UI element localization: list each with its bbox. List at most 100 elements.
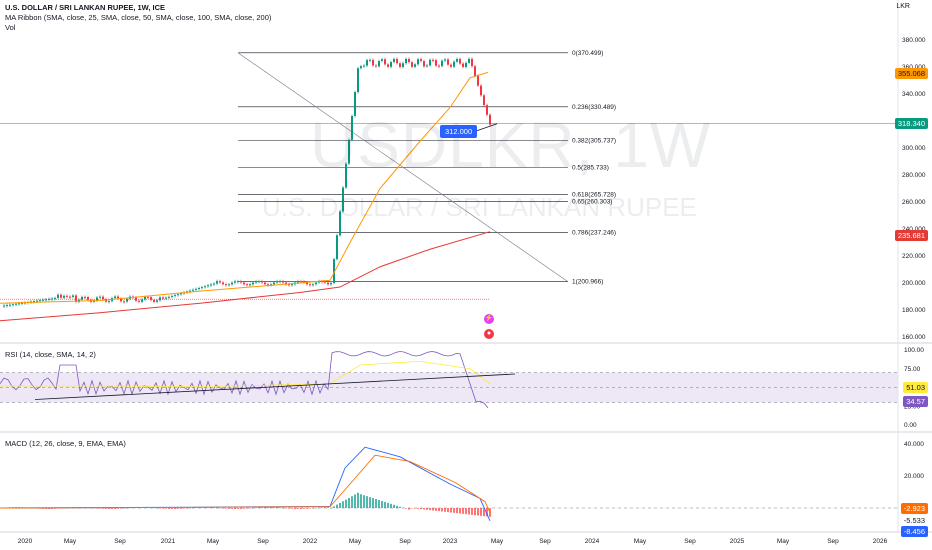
macd-legend[interactable]: MACD (12, 26, close, 9, EMA, EMA)	[5, 439, 126, 448]
macd-histogram-bar	[417, 508, 419, 509]
candle-body	[450, 64, 452, 67]
candle-body	[216, 281, 218, 284]
macd-histogram-bar	[321, 507, 323, 508]
price-axis-label: 260.000	[902, 199, 926, 206]
candle-body	[468, 58, 470, 63]
time-axis-label: 2022	[303, 538, 318, 545]
macd-histogram-bar	[372, 498, 374, 508]
ma-price-badge: 355.068	[894, 68, 928, 79]
macd-badge-c: -8.456	[900, 526, 928, 537]
candle-body	[396, 58, 398, 64]
macd-histogram-bar	[180, 508, 182, 509]
candle-body	[375, 65, 377, 67]
macd-histogram-bar	[291, 508, 293, 509]
macd-histogram-bar	[270, 507, 272, 508]
candle-body	[189, 290, 191, 292]
candle-body	[414, 64, 416, 67]
candle-body	[225, 284, 227, 286]
candle-body	[336, 235, 338, 260]
ma-ribbon-legend[interactable]: MA Ribbon (SMA, close, 25, SMA, close, 5…	[5, 13, 272, 22]
macd-histogram-bar	[483, 508, 485, 517]
macd-histogram-bar	[192, 507, 194, 509]
candle-body	[318, 281, 320, 283]
price-tag-label[interactable]: 312.000	[440, 125, 478, 138]
macd-histogram-bar	[408, 508, 410, 510]
time-axis-label: May	[207, 538, 220, 545]
lightning-icon[interactable]: ⚡	[484, 314, 494, 324]
macd-histogram-bar	[411, 508, 413, 509]
macd-histogram-bar	[420, 508, 422, 510]
candle-body	[246, 284, 248, 286]
candle-body	[213, 283, 215, 285]
candle-body	[459, 59, 461, 64]
macd-histogram-bar	[189, 507, 191, 509]
macd-histogram-bar	[114, 508, 116, 509]
flag-icon[interactable]: ●	[484, 329, 494, 339]
macd-histogram-bar	[216, 507, 218, 509]
candle-body	[453, 61, 455, 67]
macd-histogram-bar	[375, 499, 377, 508]
candle-body	[387, 64, 389, 67]
candle-body	[204, 286, 206, 288]
candle-body	[264, 282, 266, 285]
rsi-badge-b: 34.57	[903, 396, 928, 407]
candle-body	[357, 68, 359, 93]
candle-body	[438, 65, 440, 67]
candle-body	[165, 297, 167, 299]
macd-histogram-bar	[177, 508, 179, 509]
macd-histogram-bar	[348, 497, 350, 508]
macd-histogram-bar	[390, 503, 392, 508]
candle-body	[291, 284, 293, 286]
candle-body	[417, 59, 419, 65]
candle-body	[483, 95, 485, 106]
time-axis-label: May	[491, 538, 504, 545]
candle-body	[162, 297, 164, 299]
rsi-axis-label: 75.00	[904, 366, 921, 373]
macd-histogram-bar	[165, 508, 167, 509]
candle-body	[141, 299, 143, 302]
candle-body	[369, 59, 371, 61]
candle-body	[198, 288, 200, 290]
candle-body	[447, 59, 449, 65]
candle-body	[471, 58, 473, 67]
candle-body	[21, 302, 23, 304]
macd-histogram-bar	[414, 508, 416, 509]
price-axis-label: 180.000	[902, 307, 926, 314]
candle-body	[258, 281, 260, 283]
candle-body	[126, 298, 128, 302]
candle-body	[363, 65, 365, 67]
macd-histogram-bar	[381, 500, 383, 508]
candle-body	[168, 296, 170, 298]
rsi-legend[interactable]: RSI (14, close, SMA, 14, 2)	[5, 350, 96, 359]
macd-histogram-bar	[51, 508, 53, 509]
last-price-badge: 318.340	[894, 118, 928, 129]
time-axis-label: Sep	[399, 538, 411, 545]
candle-body	[315, 282, 317, 285]
symbol-title[interactable]: U.S. DOLLAR / SRI LANKAN RUPEE, 1W, ICE	[5, 3, 166, 12]
time-axis-label: Sep	[684, 538, 696, 545]
macd-histogram-bar	[186, 508, 188, 509]
vol-legend[interactable]: Vol	[5, 23, 16, 32]
candle-body	[174, 295, 176, 297]
candle-body	[195, 288, 197, 290]
candle-body	[309, 284, 311, 286]
candle-body	[393, 58, 395, 63]
rsi-ma-line	[0, 360, 491, 388]
price-axis-label: 220.000	[902, 253, 926, 260]
macd-histogram-bar	[231, 508, 233, 509]
macd-histogram-bar	[453, 508, 455, 513]
macd-axis-label: 40.000	[904, 441, 924, 448]
macd-histogram-bar	[42, 508, 44, 509]
candle-body	[156, 300, 158, 302]
fib-level-label: 0.382(305.737)	[572, 137, 616, 144]
macd-histogram-bar	[486, 508, 488, 517]
macd-histogram-bar	[225, 508, 227, 509]
macd-histogram-bar	[294, 508, 296, 509]
candle-body	[288, 284, 290, 286]
drawn-trendline	[473, 123, 498, 133]
macd-histogram-bar	[249, 508, 251, 509]
macd-histogram-bar	[267, 507, 269, 508]
candle-body	[312, 284, 314, 286]
fib-level-label: 0.618(265.728)	[572, 191, 616, 198]
